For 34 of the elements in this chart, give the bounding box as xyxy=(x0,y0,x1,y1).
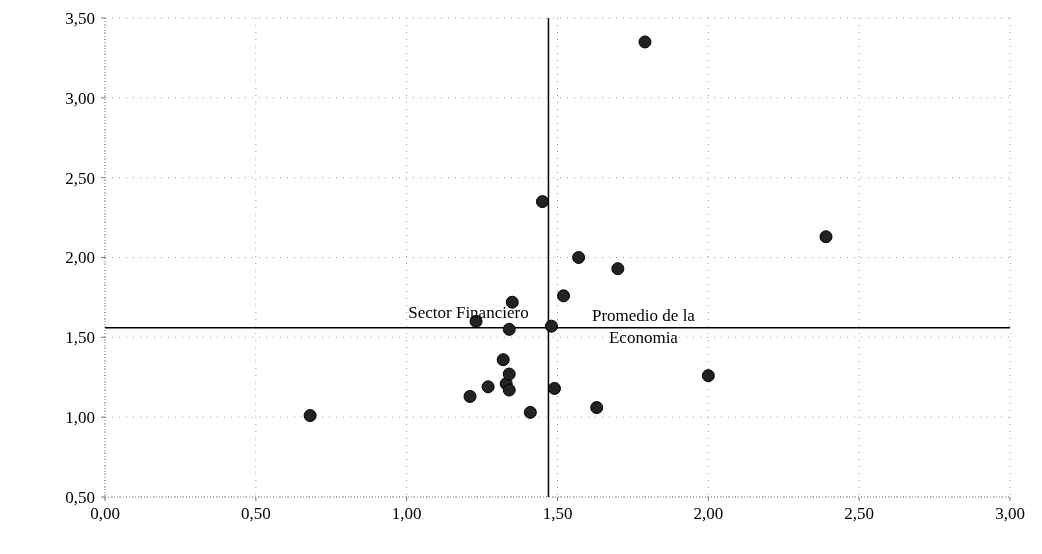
y-tick-label: 3,00 xyxy=(65,88,95,108)
y-tick-label: 2,00 xyxy=(65,248,95,268)
x-tick-label: 0,00 xyxy=(90,504,120,523)
point xyxy=(544,319,558,333)
point xyxy=(547,381,561,395)
point xyxy=(523,405,537,419)
y-tick-label: 1,00 xyxy=(65,408,95,428)
point xyxy=(481,380,495,394)
ref-line-label: Promedio de la Economia xyxy=(591,305,696,347)
point xyxy=(502,383,516,397)
point xyxy=(611,262,625,276)
point xyxy=(701,369,715,383)
x-tick-label: 2,50 xyxy=(844,504,875,523)
y-tick-label: 2,50 xyxy=(65,168,95,188)
x-tick-label: 2,00 xyxy=(693,504,724,523)
point xyxy=(638,35,652,49)
point xyxy=(572,251,586,264)
point xyxy=(463,389,477,403)
point xyxy=(496,353,510,367)
x-tick-label: 1,50 xyxy=(542,504,573,523)
point xyxy=(502,322,516,336)
y-tick-label: 1,50 xyxy=(65,328,95,348)
x-tick-label: 1,00 xyxy=(391,504,422,523)
point xyxy=(535,195,549,209)
point xyxy=(557,289,571,303)
x-tick-label: 3,00 xyxy=(995,504,1025,523)
x-tick-label: 0,50 xyxy=(240,504,271,523)
ref-line-label: Sector Financiero xyxy=(408,302,529,322)
point xyxy=(502,367,516,381)
point xyxy=(303,409,317,423)
y-tick-label: 3,50 xyxy=(65,8,95,28)
y-tick-label: 0,50 xyxy=(65,487,95,507)
point xyxy=(590,401,604,415)
point xyxy=(819,230,833,244)
